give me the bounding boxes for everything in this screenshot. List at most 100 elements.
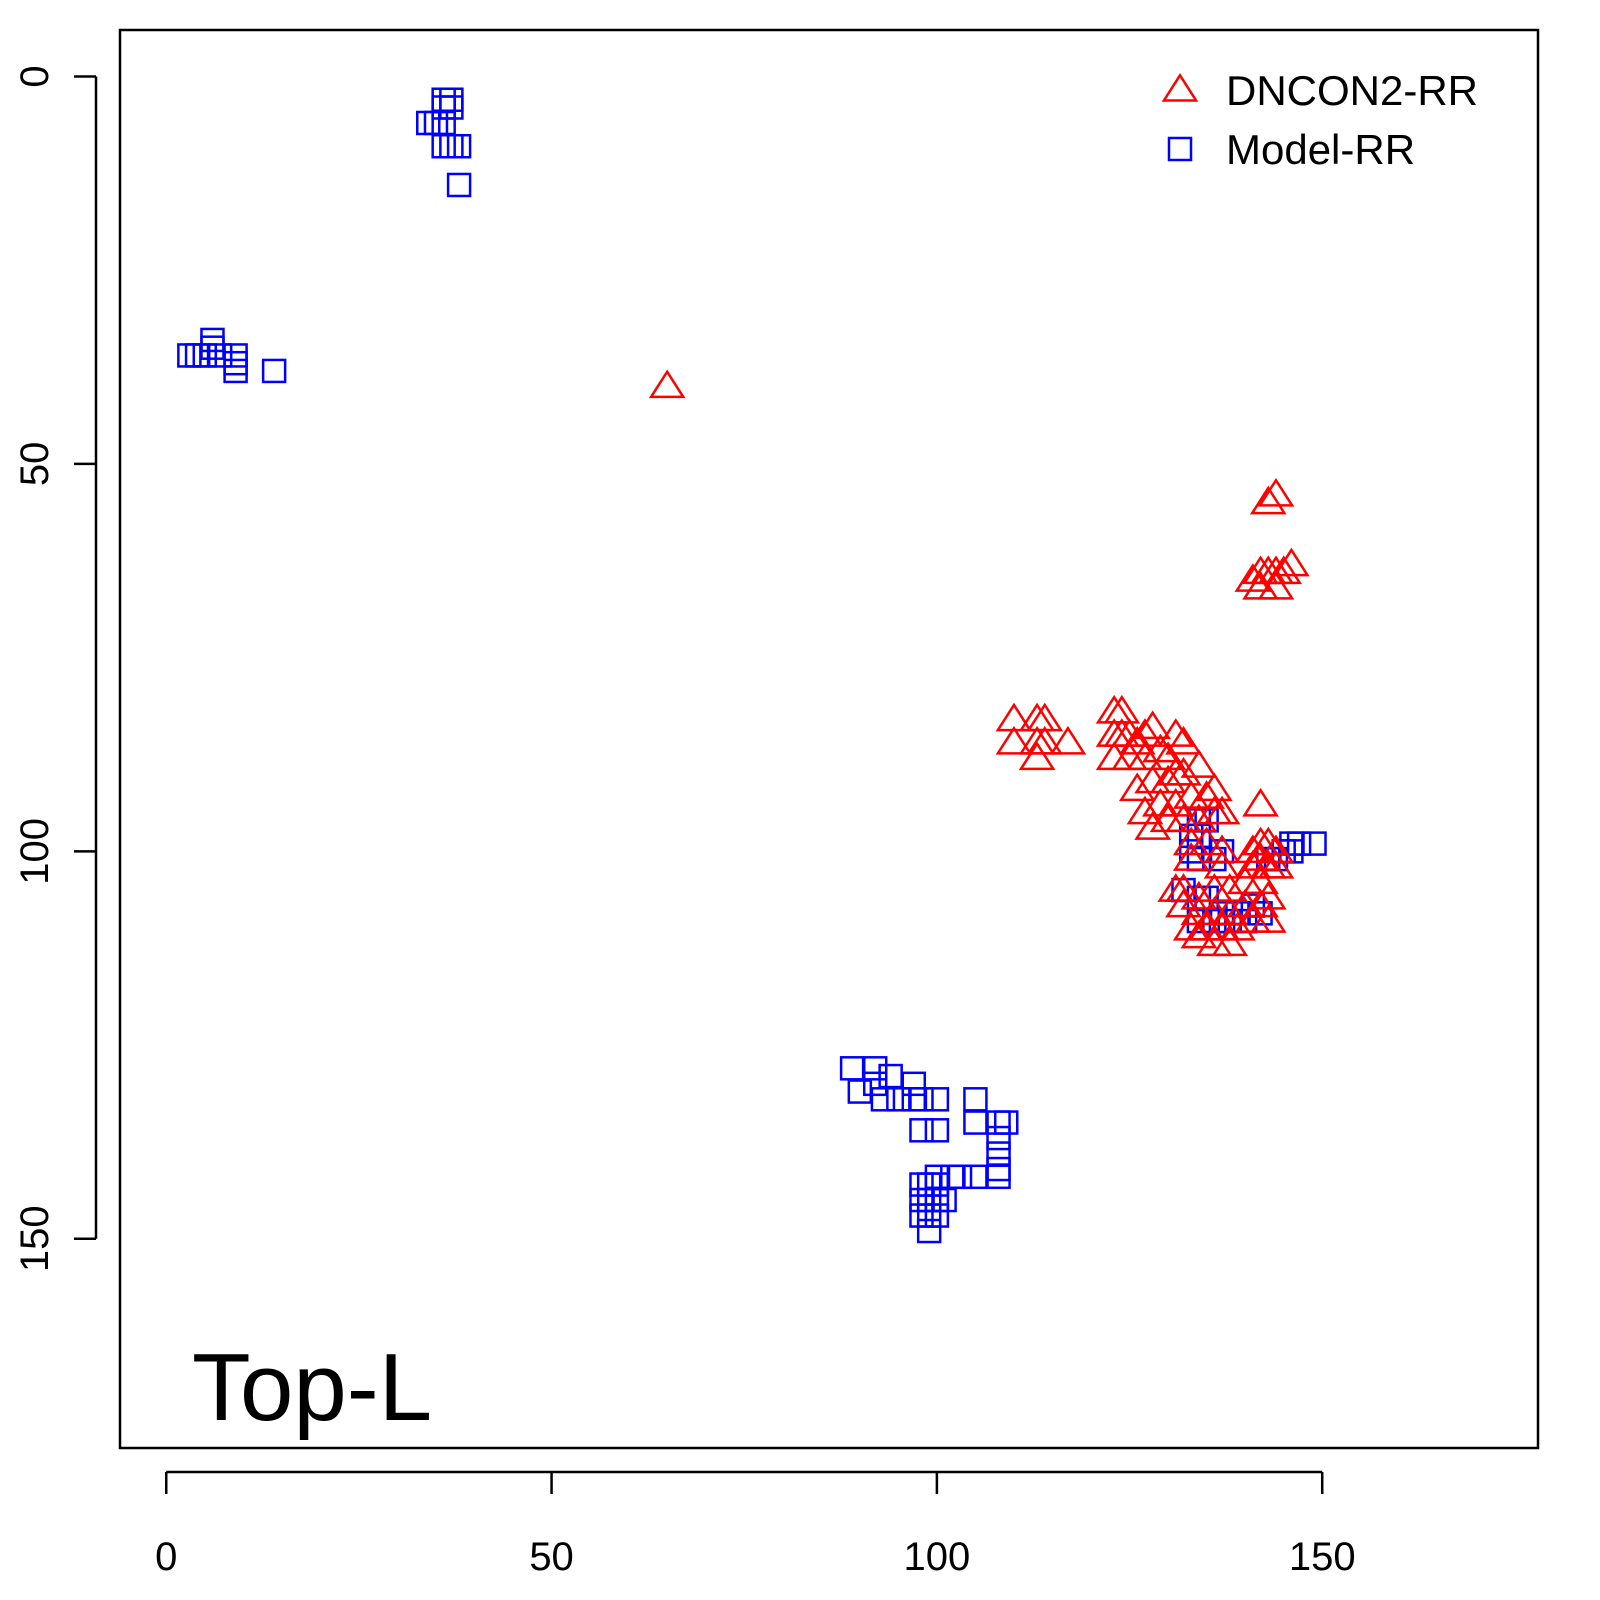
dncon2-rr-point — [1180, 919, 1218, 949]
model-rr-point — [994, 1110, 1019, 1135]
dncon2-rr-point — [1257, 849, 1295, 879]
model-rr-point — [924, 1203, 950, 1228]
dncon2-rr-point — [1165, 756, 1202, 786]
dncon2-rr-point — [648, 369, 686, 399]
data-points — [177, 87, 1327, 1244]
model-rr-point — [909, 1087, 934, 1112]
model-rr-point — [431, 110, 456, 136]
dncon2-rr-point — [1211, 896, 1249, 926]
dncon2-rr-point — [1242, 888, 1279, 918]
y-tick-label: 150 — [13, 1205, 57, 1272]
dncon2-rr-point — [1219, 911, 1256, 941]
dncon2-rr-point — [1157, 787, 1195, 817]
model-rr-point — [932, 1187, 957, 1213]
series-dncon2-rr — [648, 369, 1310, 957]
dncon2-rr-point — [1118, 725, 1156, 755]
dncon2-rr-point — [1165, 725, 1202, 755]
model-rr-point — [986, 1164, 1011, 1190]
model-rr-point — [916, 1187, 942, 1213]
model-rr-point — [423, 110, 449, 136]
model-rr-point — [916, 1172, 942, 1197]
dncon2-rr-point — [1188, 826, 1226, 856]
legend-square-icon — [1167, 136, 1193, 162]
model-rr-point — [223, 358, 248, 384]
dncon2-rr-point — [1257, 834, 1295, 864]
model-rr-point — [847, 1079, 873, 1104]
dncon2-rr-point — [1172, 842, 1210, 871]
legend-label-model: Model-RR — [1226, 126, 1415, 173]
dncon2-rr-point — [1134, 811, 1172, 840]
dncon2-rr-point — [1273, 547, 1310, 577]
dncon2-rr-point — [1211, 927, 1249, 957]
y-axis: 0 50 100 150 — [13, 65, 98, 1272]
dncon2-rr-point — [1180, 803, 1218, 833]
model-rr-point — [1302, 831, 1327, 856]
dncon2-rr-point — [1180, 880, 1218, 910]
model-rr-point — [886, 1087, 911, 1112]
model-rr-point — [439, 87, 464, 112]
model-rr-point — [963, 1110, 988, 1135]
plot-frame — [118, 28, 1540, 1450]
model-rr-point — [924, 1087, 950, 1112]
dncon2-rr-point — [1126, 741, 1164, 771]
dncon2-rr-point — [995, 725, 1033, 755]
dncon2-rr-point — [1141, 733, 1179, 763]
model-rr-point — [963, 1087, 988, 1112]
model-rr-point — [878, 1063, 903, 1089]
model-rr-point — [439, 133, 464, 159]
model-rr-point — [200, 327, 225, 353]
model-rr-point — [431, 95, 456, 120]
model-rr-point — [223, 350, 248, 376]
dncon2-rr-point — [1203, 849, 1241, 879]
legend: DNCON2-RR Model-RR — [1161, 67, 1478, 173]
dncon2-rr-point — [1242, 787, 1279, 817]
model-rr-point — [207, 343, 233, 368]
model-rr-point — [924, 1164, 950, 1190]
model-rr-point — [909, 1118, 934, 1143]
dncon2-rr-point — [1203, 795, 1241, 825]
model-rr-point — [870, 1087, 896, 1112]
model-rr-point — [947, 1164, 973, 1190]
model-rr-point — [924, 1118, 950, 1143]
y-tick-label: 50 — [13, 442, 57, 487]
model-rr-point — [916, 1218, 942, 1244]
dncon2-rr-point — [1265, 555, 1303, 585]
model-rr-point — [916, 1203, 942, 1228]
model-rr-point — [986, 1156, 1011, 1182]
dncon2-rr-point — [1180, 749, 1218, 778]
model-rr-point — [192, 343, 218, 368]
model-rr-point — [940, 1164, 965, 1190]
model-rr-point — [909, 1187, 934, 1213]
dncon2-rr-point — [1203, 834, 1241, 864]
dncon2-rr-point — [1257, 570, 1295, 600]
x-tick-label: 100 — [904, 1535, 971, 1579]
model-rr-point — [177, 343, 202, 368]
dncon2-rr-point — [1249, 904, 1287, 933]
dncon2-rr-point — [1018, 741, 1056, 771]
model-rr-point — [909, 1203, 934, 1228]
model-rr-point — [862, 1056, 888, 1081]
x-axis: 0 50 100 150 — [155, 1470, 1356, 1579]
x-tick-label: 50 — [529, 1535, 574, 1579]
model-rr-point — [439, 95, 464, 120]
series-model-rr — [177, 87, 1327, 1244]
legend-triangle-icon — [1161, 72, 1199, 102]
model-rr-point — [901, 1087, 927, 1112]
model-rr-point — [839, 1056, 865, 1081]
legend-label-dncon2: DNCON2-RR — [1226, 67, 1478, 114]
model-rr-point — [963, 1164, 988, 1190]
dncon2-rr-point — [1188, 780, 1226, 809]
model-rr-point — [1286, 831, 1312, 856]
model-rr-point — [909, 1172, 934, 1197]
model-rr-point — [901, 1071, 927, 1097]
dncon2-rr-point — [1257, 477, 1295, 507]
dncon2-rr-point — [1134, 710, 1172, 740]
dncon2-rr-point — [1165, 873, 1202, 902]
dncon2-rr-point — [1149, 764, 1187, 794]
y-tick-label: 100 — [13, 818, 57, 885]
model-rr-point — [200, 335, 225, 360]
x-tick-label: 0 — [155, 1535, 177, 1579]
model-rr-point — [986, 1110, 1011, 1135]
panel-label: Top-L — [192, 1334, 432, 1441]
x-tick-label: 150 — [1289, 1535, 1356, 1579]
